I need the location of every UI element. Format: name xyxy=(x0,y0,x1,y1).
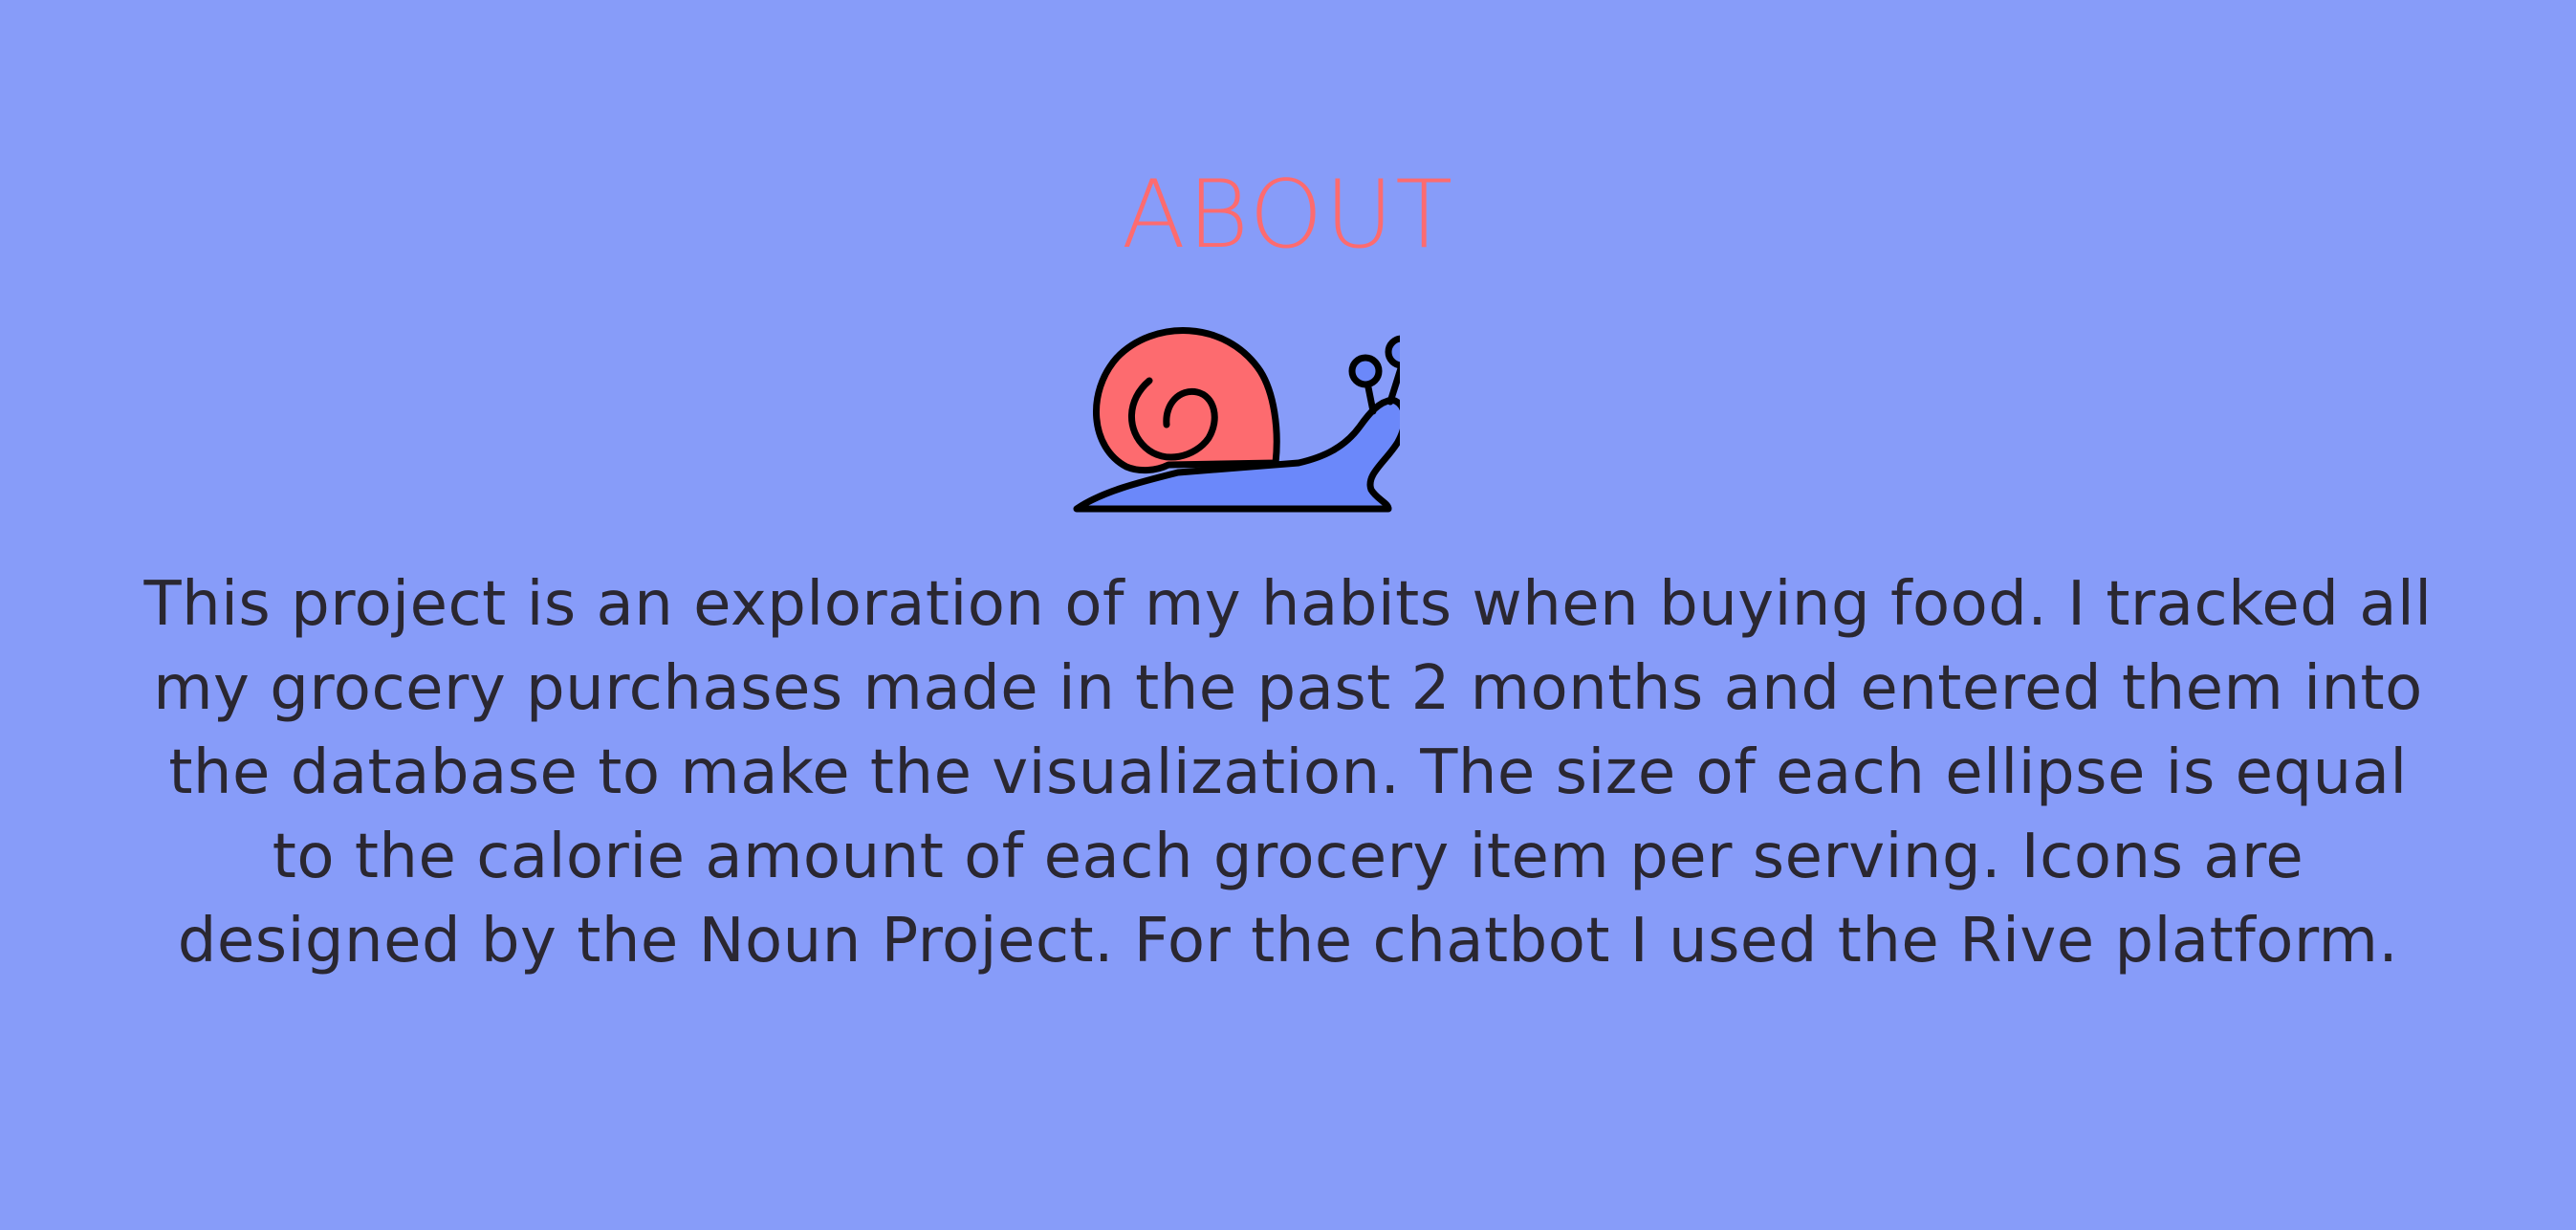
snail-shell xyxy=(1093,327,1280,474)
snail-antenna-right xyxy=(1386,362,1400,406)
snail-shell-spiral xyxy=(1128,377,1218,461)
snail-eye-right xyxy=(1385,335,1400,369)
snail-icon xyxy=(1073,327,1400,513)
page-title: ABOUT xyxy=(1121,161,1455,270)
snail-eye-left xyxy=(1348,354,1383,388)
about-description: This project is an exploration of my hab… xyxy=(143,569,2433,977)
